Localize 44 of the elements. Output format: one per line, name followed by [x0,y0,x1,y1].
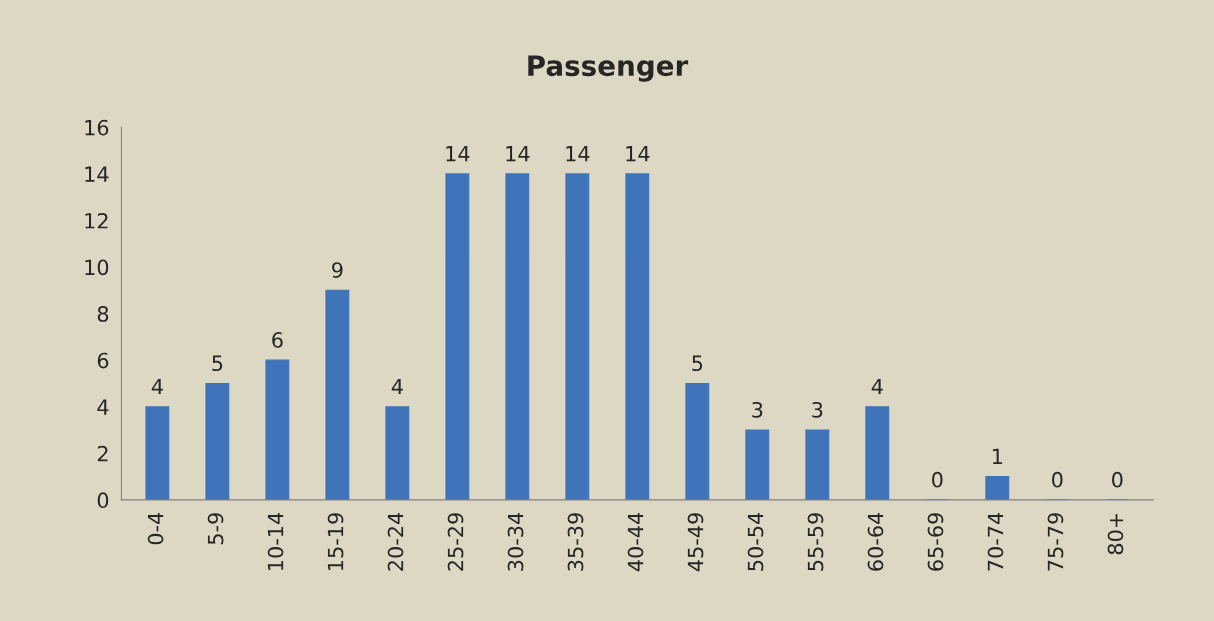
x-tick-label: 55-59 [807,513,824,571]
data-label: 4 [391,378,403,395]
data-label: 3 [752,401,763,418]
data-label: 14 [446,146,470,162]
x-tick-label: 35-39 [567,513,584,571]
x-tick-label: 50-54 [747,512,764,571]
x-tick-label: 75-79 [1047,513,1064,571]
y-tick-label: 6 [97,352,109,369]
x-tick-label: 45-49 [687,513,704,572]
y-tick-label: 16 [85,119,109,136]
x-tick-label: 30-34 [507,512,524,571]
chart-title: Passenger [528,55,689,82]
data-label: 14 [626,146,650,162]
data-label: 1 [992,448,1003,464]
x-tick-label: 60-64 [867,512,884,571]
data-label: 14 [506,146,530,162]
data-label: 5 [212,355,223,372]
x-tick-label: 10-14 [267,512,284,570]
y-tick-label: 0 [97,492,109,509]
data-label: 9 [332,262,343,278]
y-tick-label: 4 [97,399,109,415]
x-tick-label: 0-4 [147,512,164,545]
x-tick-label: 70-74 [987,512,1004,571]
data-label: 6 [272,332,283,348]
data-label: 0 [1052,471,1063,488]
x-tick-label: 80+ [1107,513,1124,555]
data-label: 3 [812,401,823,418]
data-label: 14 [566,146,590,162]
y-tick-label: 10 [85,259,109,276]
data-label: 4 [151,378,163,395]
x-tick-label: 5-9 [207,513,224,545]
data-label: 4 [871,378,883,395]
x-tick-label: 40-44 [627,512,644,572]
y-tick-label: 8 [97,306,109,322]
data-label: 0 [1112,471,1123,488]
data-label: 0 [932,471,943,488]
data-label: 5 [692,355,703,372]
y-tick-label: 14 [85,166,109,182]
x-tick-label: 65-69 [927,513,944,571]
x-tick-label: 25-29 [447,513,464,571]
x-tick-label: 20-24 [387,512,404,571]
y-tick-label: 12 [85,212,108,229]
y-tick-label: 2 [97,445,108,462]
x-tick-label: 15-19 [327,513,344,570]
